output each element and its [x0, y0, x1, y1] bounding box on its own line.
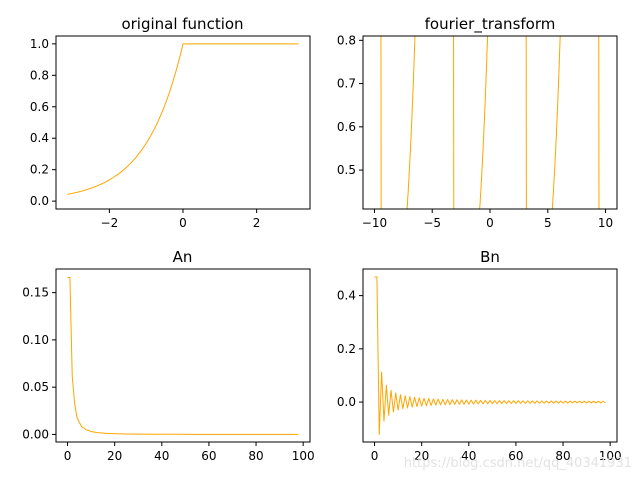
y-tick-label: 1.0 — [30, 37, 49, 51]
x-tick-label: −10 — [362, 216, 387, 230]
y-tick-label: 0.0 — [337, 395, 356, 409]
y-tick-label: 0.8 — [337, 33, 356, 47]
y-tick-label: 0.2 — [30, 163, 49, 177]
plot-area-an: 0 20 40 60 80 100 0.00 0.05 0.10 0.15 — [22, 268, 315, 463]
plot-area-original: −2 0 2 0.0 0.2 0.4 0.6 0.8 1.0 — [30, 35, 311, 230]
y-tick-label: 0.6 — [337, 120, 356, 134]
x-tick-label: 20 — [414, 449, 429, 463]
panel-an: An 0 20 40 60 80 100 0.00 0.05 0.10 0.15 — [22, 248, 314, 463]
x-tick-label: 10 — [598, 216, 613, 230]
series-line-original — [67, 43, 299, 195]
chart-title: An — [173, 248, 193, 266]
x-tick-label: 40 — [154, 449, 169, 463]
x-tick-label: −2 — [101, 216, 119, 230]
y-tick-label: 0.10 — [22, 333, 49, 347]
x-tick-label: 60 — [508, 449, 523, 463]
x-tick-label: 20 — [107, 449, 122, 463]
x-tick-label: 0 — [64, 449, 72, 463]
y-tick-label: 0.7 — [337, 77, 356, 91]
y-tick-label: 0.05 — [22, 380, 49, 394]
watermark-url: https://blog.csdn.net/qq_40341931 — [403, 456, 632, 471]
axes-frame — [362, 35, 618, 210]
y-tick-label: 0.4 — [30, 131, 49, 145]
x-tick-label: 5 — [544, 216, 552, 230]
x-tick-label: 0 — [179, 216, 187, 230]
chart-title: Bn — [480, 248, 500, 266]
panel-fourier-transform: fourier_transform −10 −5 0 5 10 0.5 0.6 0.7 0.8 — [337, 15, 618, 230]
chart-title: fourier_transform — [425, 15, 556, 34]
y-tick-label: 0.4 — [337, 289, 356, 303]
panel-bn: Bn 0 20 40 60 80 100 0.0 0.2 0.4 — [337, 248, 622, 463]
x-tick-label: −5 — [423, 216, 441, 230]
x-tick-label: 100 — [599, 449, 622, 463]
y-tick-label: 0.00 — [22, 427, 49, 441]
y-tick-label: 0.6 — [30, 100, 49, 114]
series-line-an — [67, 276, 299, 435]
y-tick-label: 0.2 — [337, 342, 356, 356]
axes-frame — [55, 35, 311, 210]
y-tick-label: 0.5 — [337, 163, 356, 177]
axes-frame — [55, 268, 311, 443]
x-tick-label: 40 — [461, 449, 476, 463]
series-line-bn — [374, 276, 606, 435]
y-tick-label: 0.8 — [30, 68, 49, 82]
x-tick-label: 0 — [486, 216, 494, 230]
chart-title: original function — [121, 15, 243, 33]
plot-area-fourier: −10 −5 0 5 10 0.5 0.6 0.7 0.8 — [337, 33, 618, 230]
x-tick-label: 100 — [292, 449, 315, 463]
series-line-fourier — [380, 36, 600, 209]
y-tick-label: 0.15 — [22, 286, 49, 300]
y-tick-label: 0.0 — [30, 194, 49, 208]
plot-area-bn: 0 20 40 60 80 100 0.0 0.2 0.4 — [337, 268, 622, 463]
x-tick-label: 80 — [248, 449, 263, 463]
x-tick-label: 2 — [253, 216, 261, 230]
x-tick-label: 80 — [555, 449, 570, 463]
panel-original-function: original function −2 0 2 0.0 0.2 0.4 0.6 0.8 1.0 — [30, 15, 311, 230]
axes-frame — [362, 268, 618, 443]
x-tick-label: 0 — [371, 449, 379, 463]
x-tick-label: 60 — [201, 449, 216, 463]
